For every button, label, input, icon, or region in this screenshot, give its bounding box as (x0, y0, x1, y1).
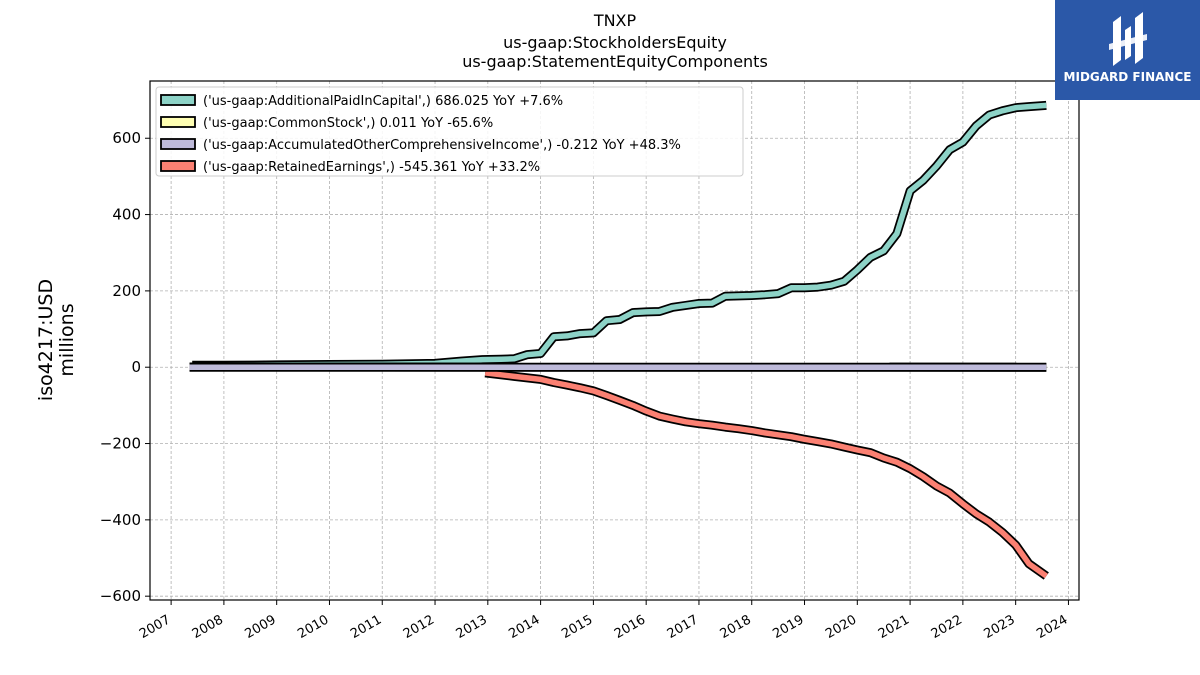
x-tick-label: 2019 (770, 612, 806, 642)
x-tick-label: 2020 (823, 612, 859, 642)
x-tick-label: 2016 (612, 612, 648, 642)
x-tick-label: 2015 (559, 612, 595, 642)
title-line-3: us-gaap:StatementEquityComponents (462, 52, 768, 71)
legend-swatch (160, 94, 196, 106)
series-outline (484, 368, 1049, 580)
x-tick-label: 2011 (348, 612, 384, 642)
x-tick-label: 2014 (506, 612, 542, 642)
legend-swatch (160, 160, 196, 172)
x-tick-label: 2007 (137, 612, 173, 642)
title-line-2: us-gaap:StockholdersEquity (503, 33, 727, 52)
y-tick-label: 200 (112, 282, 141, 300)
x-tick-label: 2013 (454, 612, 490, 642)
x-tick-label: 2008 (190, 612, 226, 642)
x-tick-label: 2024 (1034, 612, 1070, 642)
legend-box (155, 86, 744, 177)
x-tick-label: 2023 (981, 612, 1017, 642)
y-axis-label: iso4217:USD millions (35, 279, 78, 401)
x-tick-label: 2022 (929, 612, 965, 642)
x-tick-label: 2017 (665, 612, 701, 642)
series-line (484, 370, 1048, 579)
logo-text: MIDGARD FINANCE (1063, 70, 1192, 84)
y-tick-label: −600 (100, 587, 141, 605)
x-tick-label: 2018 (718, 612, 754, 642)
y-tick-label: 0 (131, 358, 141, 376)
y-tick-label: −200 (100, 435, 141, 453)
legend: ('us-gaap:AdditionalPaidInCapital',) 686… (155, 86, 744, 177)
y-axis-label-line-2: millions (56, 303, 78, 376)
legend-entry: ('us-gaap:RetainedEarnings',) -545.361 Y… (203, 160, 540, 175)
title-line-1: TNXP (593, 11, 637, 30)
y-tick-label: 600 (112, 129, 141, 147)
chart-title: TNXP us-gaap:StockholdersEquity us-gaap:… (462, 11, 768, 71)
x-tick-label: 2009 (243, 612, 279, 642)
plot-frame (149, 80, 1080, 601)
y-axis-label-line-1: iso4217:USD (35, 279, 57, 401)
x-tick-label: 2012 (401, 612, 437, 642)
series-line (192, 102, 1047, 369)
series-lines (189, 100, 1049, 580)
y-tick-label: −400 (100, 511, 141, 529)
legend-entry: ('us-gaap:CommonStock',) 0.011 YoY -65.6… (203, 116, 493, 131)
legend-entry: ('us-gaap:AccumulatedOtherComprehensiveI… (203, 138, 681, 153)
y-tick-label: 400 (112, 206, 141, 224)
midgard-logo: MIDGARD FINANCE (1055, 0, 1200, 100)
legend-entry: ('us-gaap:AdditionalPaidInCapital',) 686… (203, 94, 563, 109)
x-tick-label: 2010 (295, 612, 331, 642)
x-tick-label: 2021 (876, 612, 912, 642)
legend-swatch (160, 116, 196, 128)
midgard-logo-icon (1109, 12, 1147, 66)
legend-swatch (160, 138, 196, 150)
